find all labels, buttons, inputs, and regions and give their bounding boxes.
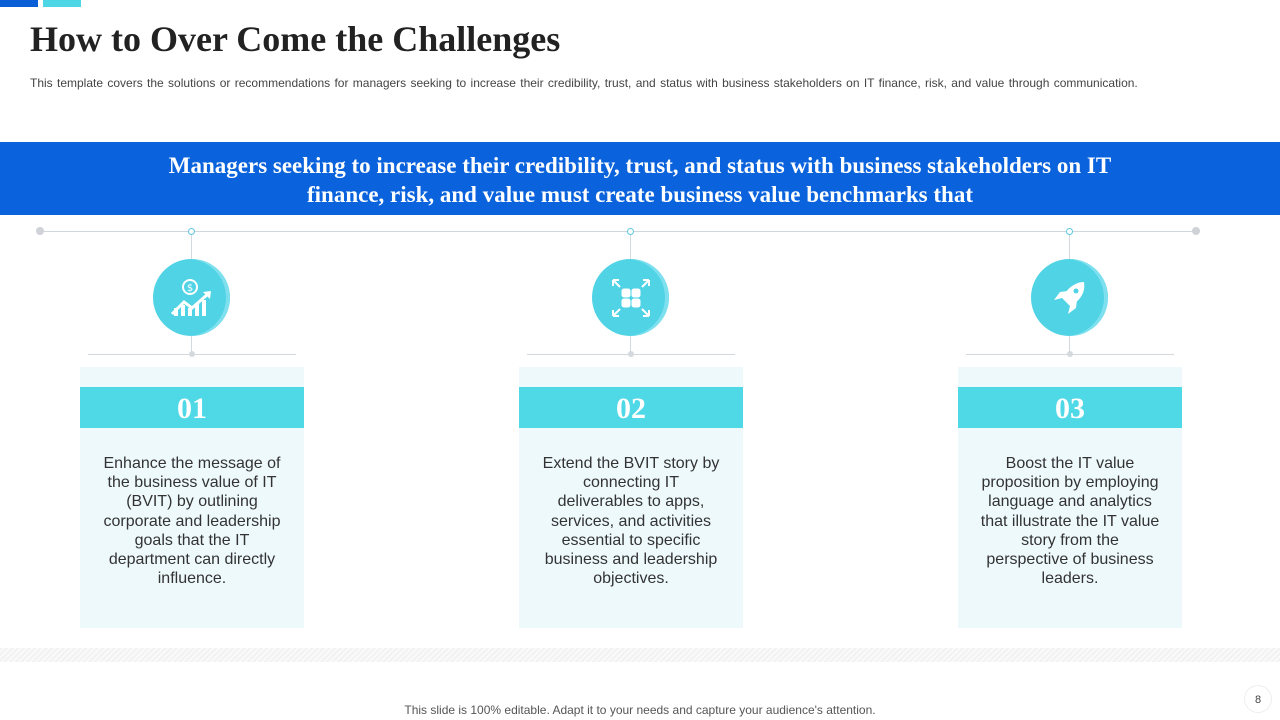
footer-note: This slide is 100% editable. Adapt it to… — [404, 703, 876, 717]
divider-dot — [189, 351, 195, 357]
money-growth-icon: $ — [153, 259, 230, 336]
timeline-knot — [1066, 228, 1073, 235]
step-card: 03 Boost the IT value proposition by emp… — [958, 367, 1182, 628]
accent-bar-blue — [0, 0, 38, 7]
step-text: Extend the BVIT story by connecting IT d… — [542, 455, 720, 588]
footer-stripe — [0, 648, 1280, 662]
timeline-knot — [188, 228, 195, 235]
svg-text:$: $ — [186, 283, 192, 294]
timeline-start-dot — [36, 227, 44, 235]
banner: Managers seeking to increase their credi… — [0, 142, 1280, 215]
divider-dot — [628, 351, 634, 357]
step-card: 01 Enhance the message of the business v… — [80, 367, 304, 628]
timeline-line — [40, 231, 1196, 232]
timeline-knot — [627, 228, 634, 235]
step-text: Enhance the message of the business valu… — [103, 455, 281, 588]
page-number: 8 — [1244, 685, 1272, 713]
step-number: 01 — [80, 387, 304, 428]
step-card: 02 Extend the BVIT story by connecting I… — [519, 367, 743, 628]
step-number: 02 — [519, 387, 743, 428]
page-subtitle: This template covers the solutions or re… — [30, 76, 1138, 90]
step-text: Boost the IT value proposition by employ… — [980, 455, 1160, 588]
expand-grid-icon — [592, 259, 669, 336]
timeline-end-dot — [1192, 227, 1200, 235]
step-number: 03 — [958, 387, 1182, 428]
page-title: How to Over Come the Challenges — [30, 19, 561, 59]
divider-dot — [1067, 351, 1073, 357]
rocket-icon — [1031, 259, 1108, 336]
accent-bar-cyan — [43, 0, 81, 7]
